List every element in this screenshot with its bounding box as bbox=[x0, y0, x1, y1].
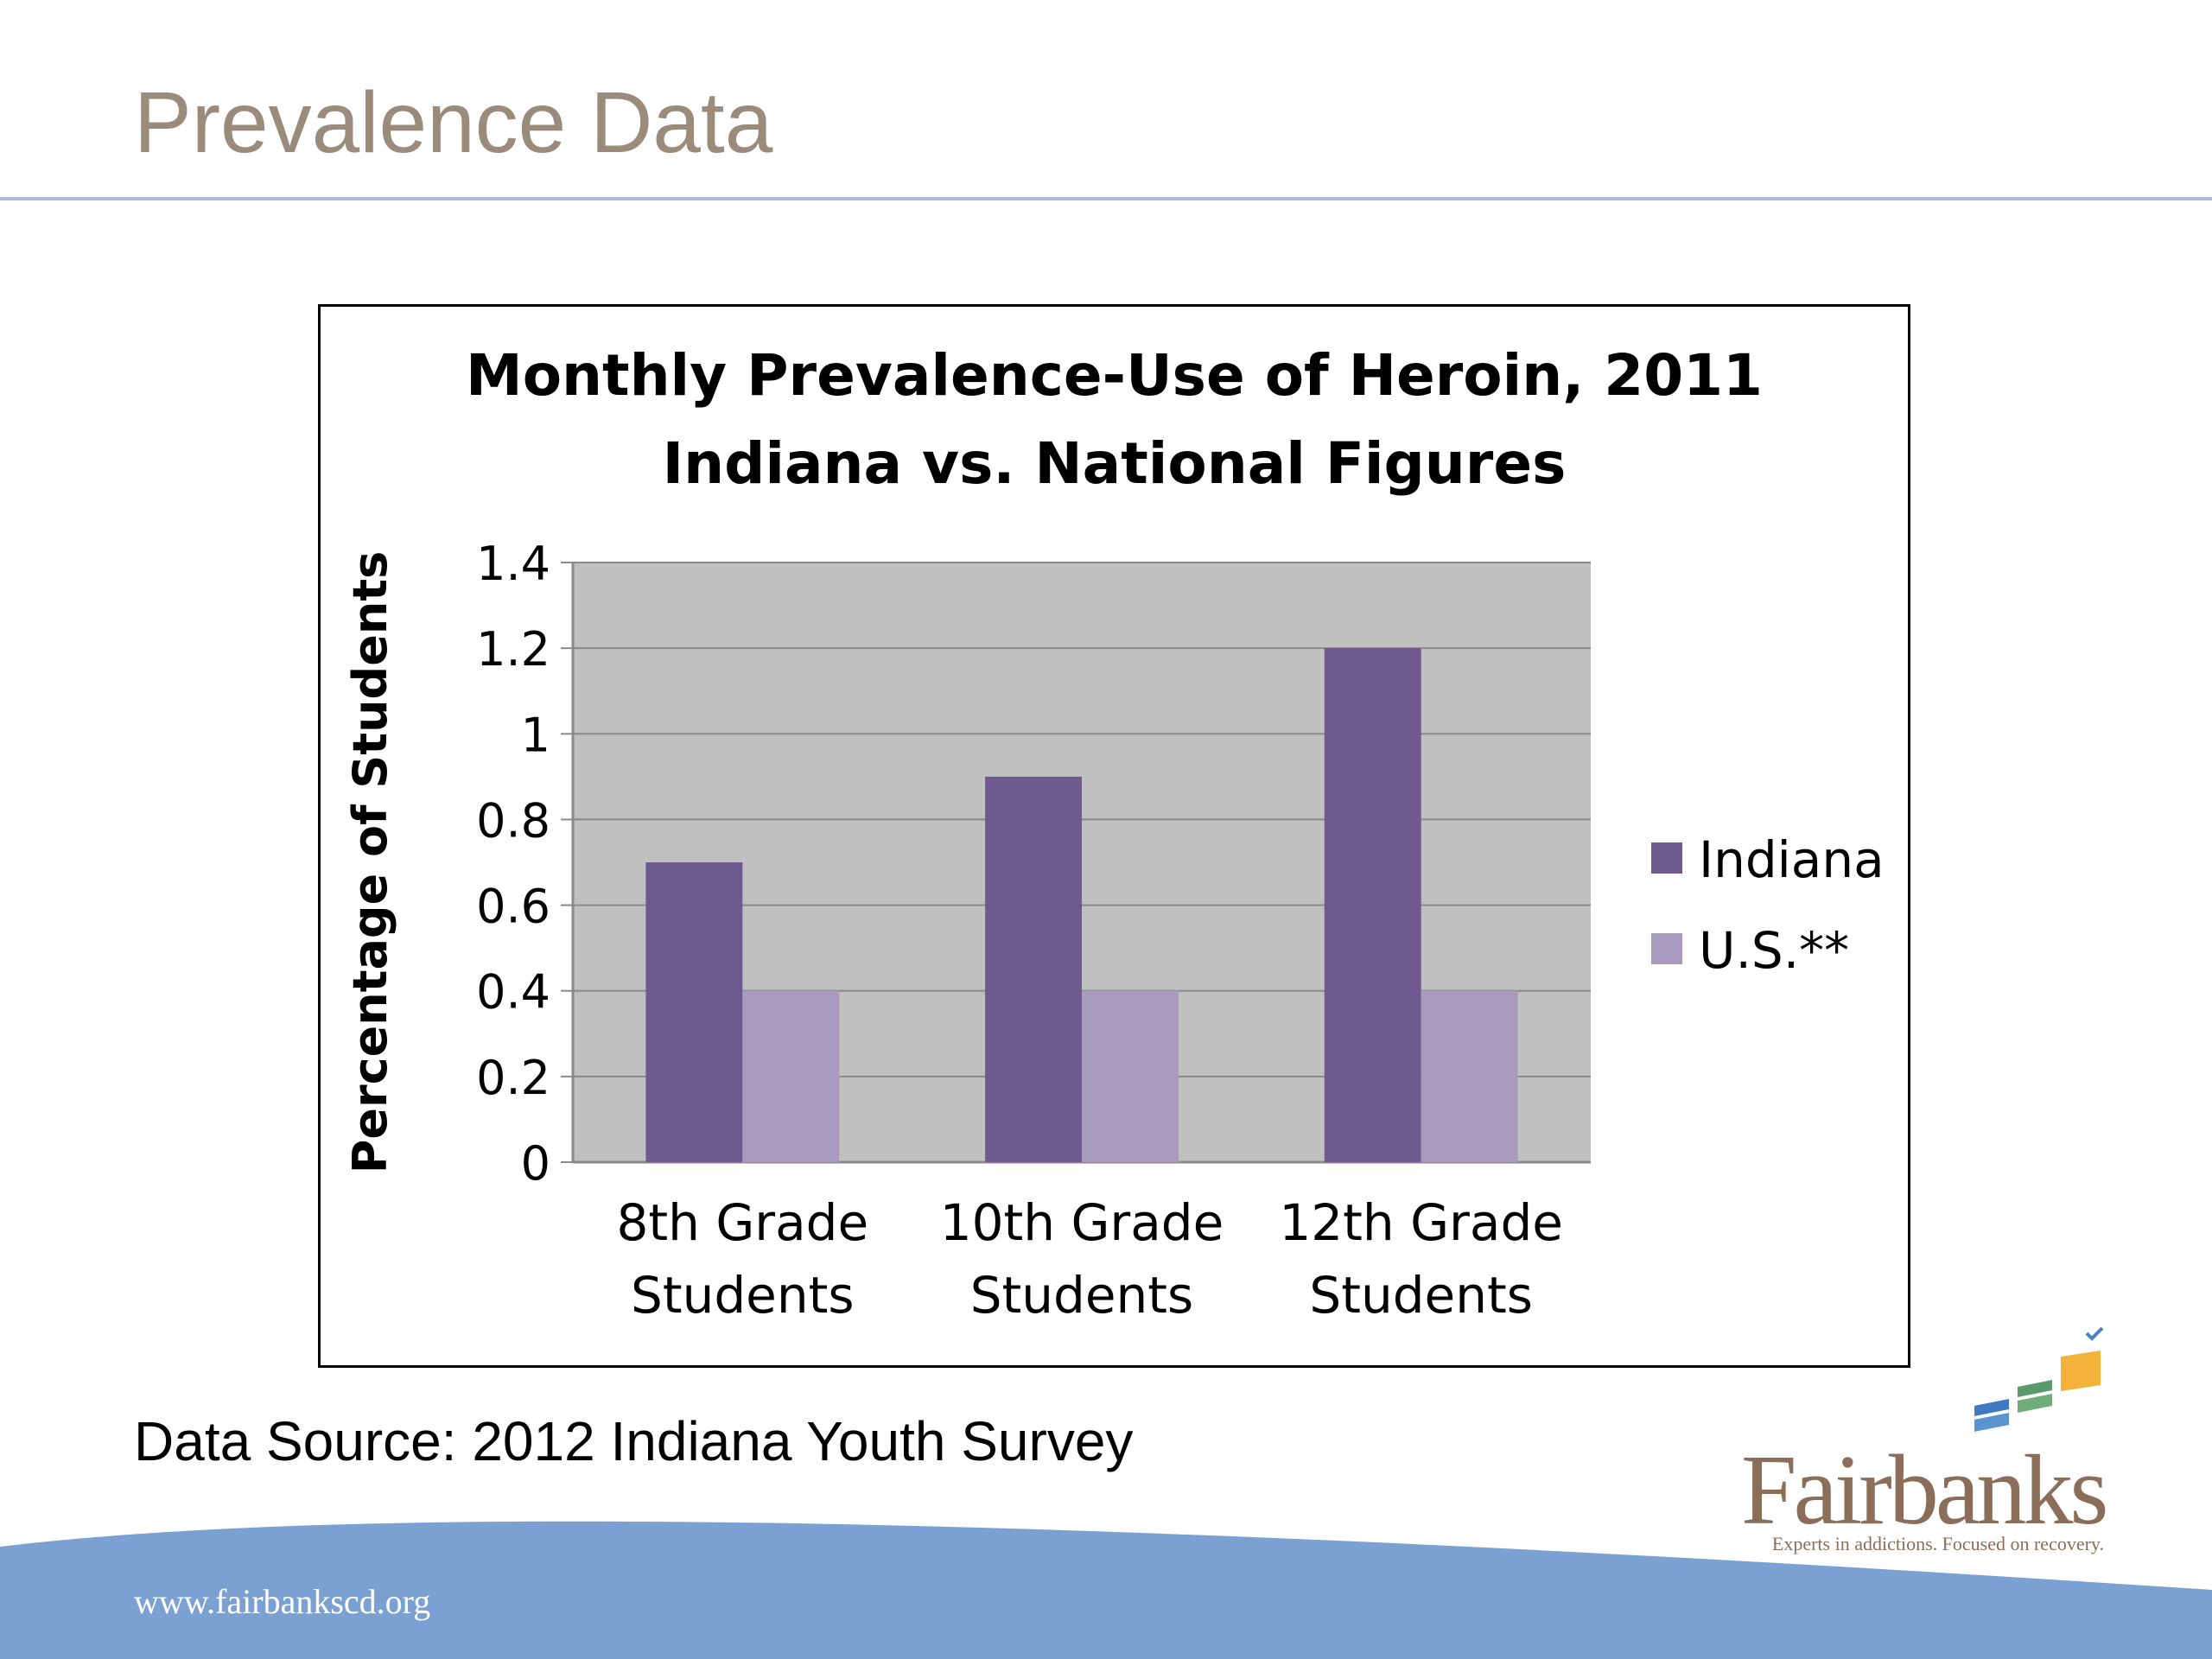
x-category-label: 12th Grade bbox=[1279, 1193, 1563, 1252]
fairbanks-logo-icon bbox=[1966, 1326, 2113, 1443]
y-axis-title: Percentage of Students bbox=[343, 551, 397, 1173]
chart-title-line-2: Indiana vs. National Figures bbox=[662, 430, 1567, 497]
legend-swatch bbox=[1651, 933, 1682, 964]
slide-title: Prevalence Data bbox=[134, 74, 773, 171]
bar-indiana bbox=[645, 862, 743, 1162]
y-tick-label: 0.8 bbox=[476, 793, 550, 848]
legend-swatch bbox=[1651, 842, 1682, 874]
y-tick-label: 0.2 bbox=[476, 1051, 550, 1105]
y-tick-label: 0.4 bbox=[476, 965, 550, 1020]
footer-band bbox=[0, 1521, 2212, 1659]
x-category-label: Students bbox=[970, 1266, 1194, 1325]
bar-us bbox=[742, 990, 840, 1162]
x-category-label: Students bbox=[1309, 1266, 1533, 1325]
fairbanks-logo-wordmark: Fairbanks bbox=[1741, 1435, 2109, 1546]
y-tick-label: 1.2 bbox=[476, 622, 550, 677]
y-tick-label: 1.4 bbox=[476, 537, 550, 591]
x-category-label: 10th Grade bbox=[940, 1193, 1224, 1252]
chart-frame: Monthly Prevalence-Use of Heroin, 2011 I… bbox=[318, 304, 1910, 1368]
legend-label: Indiana bbox=[1699, 830, 1885, 889]
bar-indiana bbox=[985, 776, 1082, 1162]
legend-label: U.S.** bbox=[1699, 921, 1849, 980]
bar-chart: 0 0.2 0.4 0.6 0.8 1 1.2 1.4 8th Grade Students 10t… bbox=[343, 537, 1885, 1325]
bar-indiana bbox=[1324, 648, 1421, 1162]
chart-title-line-1: Monthly Prevalence-Use of Heroin, 2011 bbox=[466, 342, 1763, 409]
y-tick-label: 0 bbox=[521, 1136, 550, 1191]
data-source-note: Data Source: 2012 Indiana Youth Survey bbox=[134, 1410, 1134, 1472]
y-tick-label: 0.6 bbox=[476, 880, 550, 934]
y-tick-label: 1 bbox=[521, 708, 550, 762]
title-divider bbox=[0, 197, 2212, 200]
bar-us bbox=[1082, 990, 1179, 1162]
bar-us bbox=[1421, 990, 1518, 1162]
fairbanks-logo-tagline: Experts in addictions. Focused on recove… bbox=[1771, 1533, 2104, 1554]
x-category-label: Students bbox=[631, 1266, 855, 1325]
x-category-label: 8th Grade bbox=[616, 1193, 868, 1252]
footer-website-link[interactable]: www.fairbankscd.org bbox=[134, 1582, 431, 1621]
